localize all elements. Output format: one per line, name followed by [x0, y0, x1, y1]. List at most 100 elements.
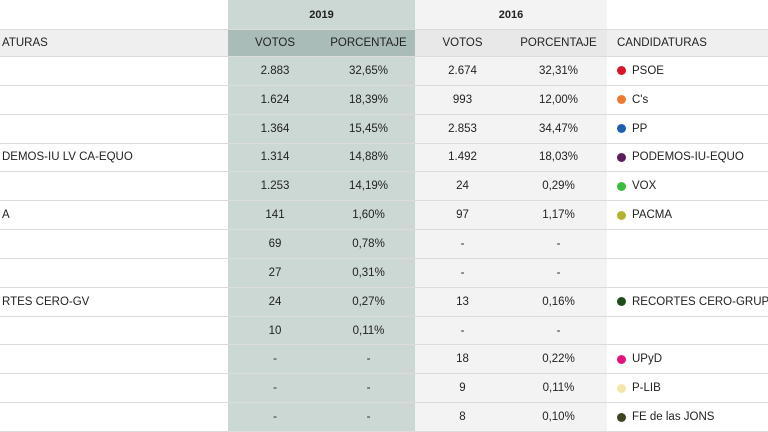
- cell-text: 34,47%: [538, 122, 578, 135]
- table-cell: 18: [415, 345, 510, 375]
- cell-text: 9: [459, 382, 466, 395]
- party-dot: [617, 354, 626, 364]
- party-cell: PACMA: [607, 201, 768, 231]
- table-cell: [0, 345, 228, 375]
- table-cell: [0, 230, 228, 259]
- cell-text: 1.253: [260, 180, 290, 193]
- cell-text: 1.364: [260, 122, 290, 135]
- cell-text: DEMOS-IU LV CA-EQUO: [2, 151, 133, 164]
- table-cell: 97: [415, 201, 510, 231]
- party-dot: [617, 66, 626, 76]
- party-cell: [607, 230, 768, 259]
- cell-text: VOTOS: [254, 37, 296, 49]
- cell-text: -: [556, 266, 561, 279]
- cell-text: C's: [632, 93, 649, 106]
- cell-text: PODEMOS-IU-EQUO: [632, 151, 744, 164]
- column-header: PORCENTAJE: [322, 30, 415, 57]
- table-cell: -: [322, 403, 415, 432]
- cell-text: 0,31%: [352, 266, 385, 279]
- party-dot: [617, 297, 626, 307]
- top-blank: [607, 0, 768, 30]
- cell-text: RTES CERO-GV: [2, 295, 90, 308]
- table-cell: 27: [228, 258, 322, 288]
- cell-text: -: [460, 266, 465, 279]
- table-cell: -: [228, 345, 322, 375]
- cell-text: 14,19%: [348, 180, 388, 193]
- cell-text: 15,45%: [348, 122, 388, 135]
- cell-text: -: [556, 237, 561, 250]
- table-cell: 15,45%: [322, 114, 415, 144]
- cell-text: -: [460, 324, 465, 337]
- year-2019: 2019: [228, 0, 415, 30]
- cell-text: VOTOS: [442, 37, 483, 49]
- cell-text: 0,29%: [542, 180, 575, 193]
- table-cell: 0,27%: [322, 287, 415, 317]
- column-header: VOTOS: [415, 30, 510, 57]
- cell-text: 24: [268, 295, 282, 308]
- cell-text: FE de las JONS: [632, 411, 715, 424]
- table-cell: [0, 374, 228, 404]
- cell-text: 97: [456, 209, 469, 222]
- cell-text: 2.883: [260, 64, 290, 77]
- cell-text: 1,17%: [542, 209, 575, 222]
- cell-text: 1.624: [260, 93, 290, 106]
- cell-text: -: [460, 237, 465, 250]
- cell-text: PORCENTAJE: [520, 37, 597, 49]
- column-header: ATURAS: [0, 30, 228, 57]
- cell-text: UPyD: [632, 353, 663, 366]
- table-cell: [0, 172, 228, 202]
- cell-text: 18: [456, 353, 469, 366]
- cell-text: 24: [456, 180, 469, 193]
- table-cell: 14,19%: [322, 172, 415, 202]
- party-cell: UPyD: [607, 345, 768, 375]
- party-cell: PODEMOS-IU-EQUO: [607, 143, 768, 173]
- party-dot: [617, 210, 626, 220]
- party-cell: FE de las JONS: [607, 403, 768, 432]
- cell-text: 993: [452, 93, 473, 106]
- cell-text: 0,16%: [542, 295, 575, 308]
- party-dot: [617, 412, 626, 422]
- table-cell: 1.492: [415, 143, 510, 173]
- party-dot: [617, 95, 626, 105]
- table-cell: 0,11%: [322, 316, 415, 346]
- cell-text: 0,22%: [542, 353, 575, 366]
- party-cell: RECORTES CERO-GRUPO: [607, 287, 768, 317]
- cell-text: PACMA: [632, 209, 673, 222]
- party-cell: PP: [607, 114, 768, 144]
- cell-text: 32,31%: [538, 64, 578, 77]
- cell-text: VOX: [632, 180, 657, 193]
- table-cell: 24: [415, 172, 510, 202]
- cell-text: 27: [268, 266, 282, 279]
- table-cell: 2.674: [415, 57, 510, 86]
- cell-text: 2.674: [448, 64, 477, 77]
- cell-text: 2016: [498, 8, 524, 21]
- table-cell: 1.624: [228, 85, 322, 115]
- cell-text: -: [366, 382, 371, 395]
- cell-text: P-LIB: [632, 382, 661, 395]
- table-cell: 13: [415, 287, 510, 317]
- table-cell: RTES CERO-GV: [0, 287, 228, 317]
- table-cell: 0,31%: [322, 258, 415, 288]
- table-cell: 32,31%: [510, 57, 607, 86]
- cell-text: 8: [459, 411, 466, 424]
- table-cell: 2.883: [228, 57, 322, 86]
- cell-text: 0,27%: [352, 295, 385, 308]
- cell-text: 18,39%: [348, 93, 388, 106]
- cell-text: PP: [632, 122, 648, 135]
- cell-text: -: [273, 411, 277, 424]
- table-cell: [0, 57, 228, 86]
- party-dot: [617, 152, 626, 162]
- cell-text: ATURAS: [2, 37, 48, 49]
- table-cell: -: [415, 316, 510, 346]
- party-cell: PSOE: [607, 57, 768, 86]
- party-cell: P-LIB: [607, 374, 768, 404]
- cell-text: -: [273, 353, 277, 366]
- cell-text: 0,78%: [352, 237, 385, 250]
- cell-text: 0,11%: [542, 382, 575, 395]
- table-cell: 69: [228, 230, 322, 259]
- cell-text: 1.492: [448, 151, 477, 164]
- table-cell: [0, 403, 228, 432]
- table-cell: 1.364: [228, 114, 322, 144]
- party-dot: [617, 181, 626, 191]
